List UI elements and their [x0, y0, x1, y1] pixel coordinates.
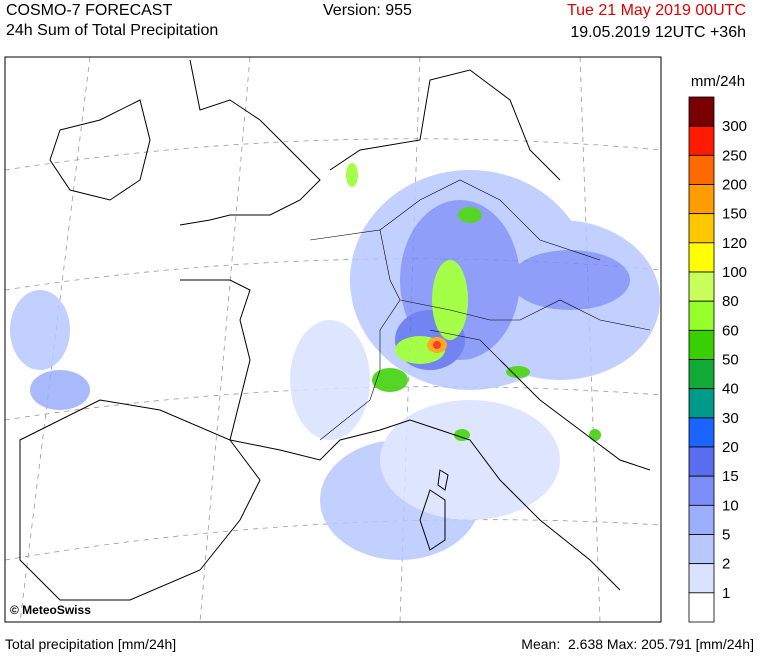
legend-swatch [688, 592, 715, 623]
legend-swatch [688, 504, 715, 535]
borders [309, 179, 651, 441]
footer-right: Mean: 2.638 Max: 205.791 [mm/24h] [521, 636, 754, 652]
legend-swatch [688, 300, 715, 331]
legend-swatch [688, 563, 715, 594]
map-frame [4, 56, 662, 623]
legend-level: 300 [722, 118, 747, 135]
legend-level: 20 [722, 439, 739, 456]
credit: © MeteoSwiss [10, 603, 91, 617]
coastlines [19, 59, 651, 601]
legend-level: 80 [722, 293, 739, 310]
title: COSMO-7 FORECAST [6, 2, 173, 19]
legend-swatch [688, 359, 715, 390]
legend-level: 1 [722, 585, 730, 602]
valid-time: Tue 21 May 2019 00UTC [566, 2, 746, 19]
legend-swatch [688, 154, 715, 185]
legend-swatch [688, 534, 715, 565]
legend-level: 30 [722, 410, 739, 427]
legend-unit: mm/24h [691, 73, 745, 90]
legend-swatch [688, 388, 715, 419]
legend-level: 10 [722, 497, 739, 514]
legend-swatch [688, 242, 715, 273]
legend-level: 250 [722, 147, 747, 164]
legend-swatch [688, 446, 715, 477]
legend-swatch [688, 271, 715, 302]
legend-swatch [688, 417, 715, 448]
legend-swatch [688, 213, 715, 244]
legend-swatch [688, 184, 715, 215]
legend-swatch [688, 96, 715, 127]
legend-level: 5 [722, 527, 730, 544]
legend-level: 200 [722, 177, 747, 194]
legend-level: 15 [722, 468, 739, 485]
footer-left: Total precipitation [mm/24h] [5, 636, 177, 652]
subtitle: 24h Sum of Total Precipitation [6, 22, 219, 39]
legend-swatch [688, 329, 715, 360]
legend-swatch [688, 125, 715, 156]
run-time: 19.05.2019 12UTC +36h [570, 24, 746, 41]
legend-level: 40 [722, 381, 739, 398]
legend-level: 120 [722, 235, 747, 252]
legend: mm/24h 300250200150120100806050403020151… [688, 73, 747, 623]
version: Version: 955 [323, 2, 412, 19]
legend-level: 50 [722, 352, 739, 369]
legend-swatch [688, 475, 715, 506]
map: © MeteoSwiss [4, 56, 662, 623]
legend-level: 150 [722, 206, 747, 223]
legend-level: 2 [722, 556, 730, 573]
legend-level: 60 [722, 322, 739, 339]
legend-level: 100 [722, 264, 747, 281]
